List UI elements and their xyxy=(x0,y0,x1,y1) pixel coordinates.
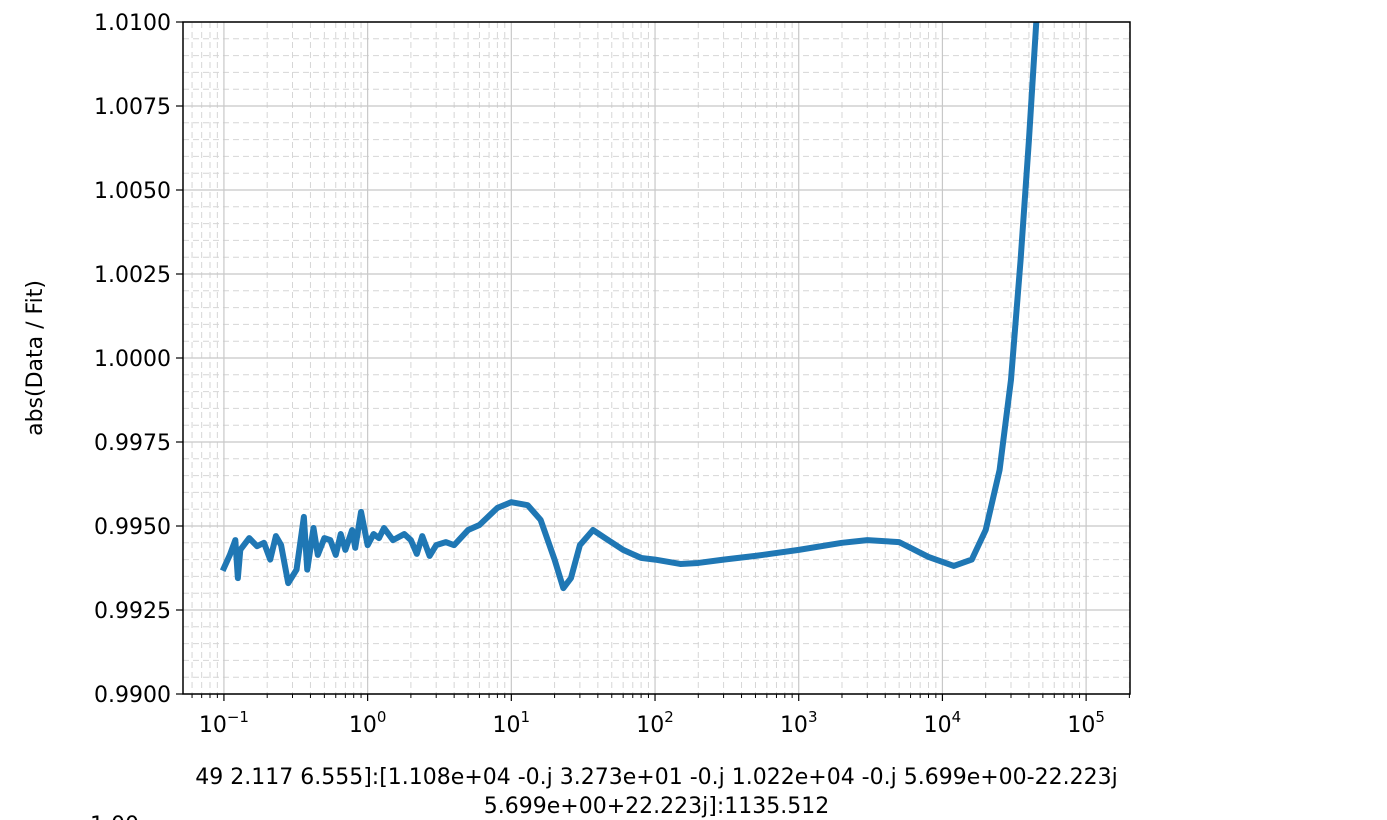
y-tick-label: 0.9950 xyxy=(94,515,171,540)
y-tick-label: 1.0000 xyxy=(94,347,171,372)
x-tick-exponent: 4 xyxy=(952,708,962,726)
data-line xyxy=(219,22,1040,592)
y-tick-label: 1.0050 xyxy=(94,179,171,204)
x-tick-base: 10 xyxy=(924,713,952,738)
y-tick-label: 0.9975 xyxy=(94,431,171,456)
x-tick-base: 10 xyxy=(636,713,664,738)
x-tick-base: 10 xyxy=(780,713,808,738)
x-tick-label: 105 xyxy=(1067,708,1105,738)
x-tick-exponent: 5 xyxy=(1095,708,1105,726)
x-tick-label: 101 xyxy=(493,708,531,738)
x-tick-label: 103 xyxy=(780,708,818,738)
y-tick-label: 1.0100 xyxy=(94,11,171,36)
ticks: 0.9900 0.9925 0.9950 0.9975 1.0000 1.0025 1.00… xyxy=(94,11,1130,738)
x-tick-base: 10 xyxy=(349,713,377,738)
x-tick-exponent: 2 xyxy=(664,708,674,726)
x-tick-label: 100 xyxy=(349,708,387,738)
y-tick-label: 1.0075 xyxy=(94,95,171,120)
x-tick-label: 104 xyxy=(924,708,962,738)
x-tick-label: 102 xyxy=(636,708,674,738)
x-axis-label: 1.00 xyxy=(90,813,139,820)
x-tick-exponent: 3 xyxy=(808,708,818,726)
x-tick-label: 10−1 xyxy=(199,708,249,738)
x-axis-label: 49 2.117 6.555]:[1.108e+04 -0.j 3.273e+0… xyxy=(195,765,1117,790)
y-axis-label: abs(Data / Fit) xyxy=(23,280,48,436)
y-tick-label: 0.9900 xyxy=(94,683,171,708)
x-tick-exponent: 1 xyxy=(521,708,531,726)
x-tick-exponent: 0 xyxy=(377,708,387,726)
x-tick-exponent: −1 xyxy=(227,708,249,726)
x-tick-base: 10 xyxy=(199,713,227,738)
x-axis-label: 5.699e+00+22.223j]:1135.512 xyxy=(484,794,829,819)
grid xyxy=(183,21,1130,695)
x-tick-base: 10 xyxy=(1067,713,1095,738)
y-tick-label: 0.9925 xyxy=(94,599,171,624)
x-tick-base: 10 xyxy=(493,713,521,738)
plot-area xyxy=(219,22,1040,592)
y-tick-label: 1.0025 xyxy=(94,263,171,288)
